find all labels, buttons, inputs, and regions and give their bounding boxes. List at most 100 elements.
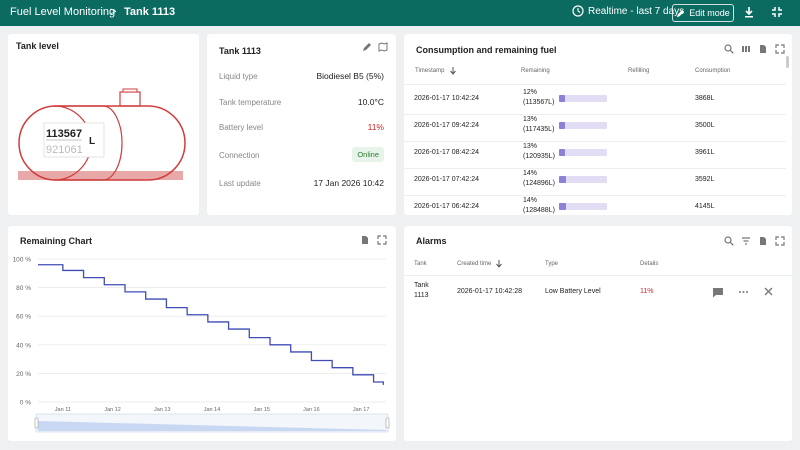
- remaining-bar-fill: [559, 203, 566, 210]
- remaining-chart-title: Remaining Chart: [20, 236, 93, 246]
- table-row[interactable]: 2026-01-17 07:42:24 14% (124896L) 3592L: [404, 169, 786, 196]
- table-row[interactable]: 2026-01-17 10:42:24 12% (113567L) 3868L: [404, 88, 786, 115]
- breadcrumb-separator: >: [110, 6, 117, 18]
- tank-info-card: Tank 1113 Liquid type Biodiesel B5 (5%) …: [207, 34, 396, 215]
- export-file-icon[interactable]: [758, 44, 768, 54]
- last-update-label: Last update: [219, 179, 261, 188]
- table-row[interactable]: 2026-01-17 06:42:24 14% (128488L) 4145L: [404, 196, 786, 215]
- edit-mode-button[interactable]: Edit mode: [672, 4, 734, 22]
- tank-illustration: [18, 88, 186, 181]
- alarms-title: Alarms: [416, 236, 447, 246]
- battery-level-value: 11%: [367, 122, 384, 132]
- search-icon[interactable]: [724, 44, 734, 54]
- alarm-tank-cell: 1113: [414, 292, 429, 299]
- alarms-card: Alarms Tank Created time Type Details Ta…: [404, 226, 792, 441]
- tank-level-card: Tank level 113567 921061 L: [8, 34, 199, 215]
- column-header-consumption[interactable]: Consumption: [695, 68, 731, 74]
- search-icon[interactable]: [724, 236, 734, 246]
- remaining-bar: [559, 122, 607, 129]
- tank-level-value: 113567: [46, 128, 83, 140]
- timestamp-cell: 2026-01-17 07:42:24: [414, 176, 479, 183]
- column-header-tank[interactable]: Tank: [414, 261, 427, 267]
- x-tick-label: Jan 14: [204, 407, 221, 413]
- column-header-refilling[interactable]: Refilling: [628, 68, 650, 74]
- remaining-liters-cell: (117435L): [523, 126, 555, 133]
- fullscreen-icon[interactable]: [775, 44, 785, 54]
- tank-level-title: Tank level: [16, 41, 59, 51]
- breadcrumb-dashboard[interactable]: Fuel Level Monitoring: [10, 6, 116, 18]
- navigator-series-area: [38, 421, 386, 431]
- navigator-handle-right: [385, 417, 390, 429]
- remaining-bar: [559, 176, 607, 183]
- fullscreen-icon[interactable]: [377, 235, 387, 245]
- alarm-created-cell: 2026-01-17 10:42:28: [457, 288, 522, 295]
- x-tick-label: Jan 17: [353, 407, 370, 413]
- timewindow-button[interactable]: Realtime - last 7 days: [572, 5, 684, 17]
- x-tick-label: Jan 11: [55, 407, 71, 413]
- row-divider: [404, 114, 786, 115]
- timestamp-cell: 2026-01-17 08:42:24: [414, 149, 479, 156]
- table-row[interactable]: 2026-01-17 08:42:24 13% (120935L) 3961L: [404, 142, 786, 169]
- remaining-bar-fill: [559, 149, 566, 156]
- scrollbar[interactable]: [786, 56, 789, 68]
- pencil-icon[interactable]: [362, 42, 372, 52]
- table-divider: [404, 84, 786, 85]
- connection-status-badge: Online: [352, 147, 384, 162]
- table-row[interactable]: 2026-01-17 09:42:24 13% (117435L) 3500L: [404, 115, 786, 142]
- y-tick-label: 40 %: [16, 342, 31, 349]
- sort-down-icon[interactable]: [496, 260, 502, 268]
- map-icon[interactable]: [378, 42, 388, 52]
- close-icon[interactable]: [764, 287, 773, 296]
- consumption-table-body: 2026-01-17 10:42:24 12% (113567L) 3868L 2026…: [0, 0, 800, 215]
- top-bar: Fuel Level Monitoring > Tank 1113 Realti…: [0, 0, 800, 26]
- last-update-value: 17 Jan 2026 10:42: [313, 178, 384, 188]
- remaining-bar: [559, 95, 607, 102]
- connection-label: Connection: [219, 151, 260, 160]
- tank-info-title: Tank 1113: [219, 46, 261, 56]
- liquid-type-value: Biodiesel B5 (5%): [316, 71, 384, 81]
- remaining-liters-cell: (113567L): [523, 99, 555, 106]
- fullscreen-exit-icon[interactable]: [770, 5, 784, 19]
- column-header-created-time[interactable]: Created time: [457, 261, 492, 267]
- column-header-timestamp[interactable]: Timestamp: [415, 68, 445, 74]
- remaining-percent-cell: 14%: [523, 170, 538, 177]
- column-header-type[interactable]: Type: [545, 261, 559, 267]
- y-tick-label: 100 %: [13, 257, 32, 264]
- row-divider: [404, 168, 786, 169]
- breadcrumb-state: Tank 1113: [124, 6, 176, 18]
- remaining-chart-card: Remaining Chart: [8, 226, 396, 441]
- table-divider: [404, 275, 792, 276]
- edit-mode-label: Edit mode: [689, 8, 730, 18]
- remaining-bar: [559, 203, 607, 210]
- column-header-details[interactable]: Details: [640, 261, 659, 267]
- column-header-remaining[interactable]: Remaining: [521, 68, 550, 74]
- tank-level-unit: L: [89, 136, 96, 147]
- export-file-icon[interactable]: [360, 235, 370, 245]
- comment-icon[interactable]: [712, 287, 724, 298]
- columns-icon[interactable]: [741, 44, 751, 54]
- liquid-type-label: Liquid type: [219, 72, 258, 81]
- x-tick-label: Jan 12: [104, 407, 121, 413]
- filter-icon[interactable]: [741, 236, 751, 246]
- row-divider: [404, 141, 786, 142]
- y-tick-label: 20 %: [16, 371, 31, 378]
- remaining-percent-cell: 12%: [523, 89, 538, 96]
- remaining-series-line: [38, 264, 384, 385]
- remaining-percent-cell: 14%: [523, 197, 538, 204]
- consumption-cell: 3592L: [695, 176, 715, 183]
- y-tick-label: 0 %: [20, 400, 31, 407]
- x-tick-label: Jan 13: [154, 407, 171, 413]
- table-row[interactable]: Tank 1113 2026-01-17 10:42:28 Low Batter…: [404, 276, 792, 312]
- remaining-bar: [559, 149, 607, 156]
- alarm-tank-cell: Tank: [414, 282, 429, 289]
- sort-down-icon[interactable]: [450, 67, 456, 75]
- remaining-percent-cell: 13%: [523, 143, 538, 150]
- timestamp-cell: 2026-01-17 09:42:24: [414, 122, 479, 129]
- y-tick-label: 80 %: [16, 285, 31, 292]
- fullscreen-icon[interactable]: [775, 236, 785, 246]
- download-icon[interactable]: [742, 5, 756, 19]
- export-file-icon[interactable]: [758, 236, 768, 246]
- navigator-handle-left: [34, 417, 39, 429]
- clock-icon: [572, 5, 584, 17]
- more-horizontal-icon[interactable]: [738, 288, 749, 296]
